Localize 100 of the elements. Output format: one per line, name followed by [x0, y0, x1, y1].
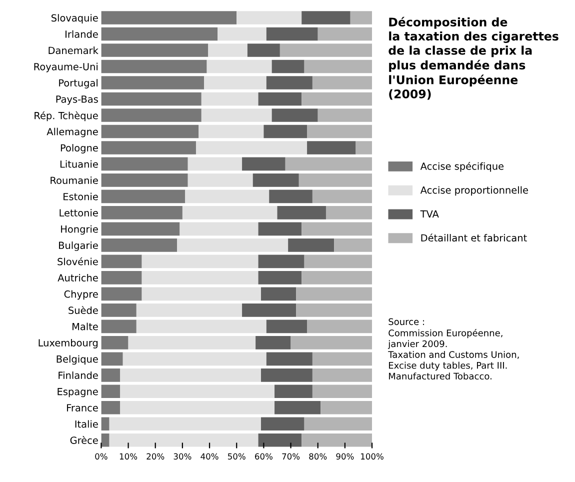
bar [258, 222, 302, 236]
bar [350, 11, 372, 24]
bar [296, 304, 372, 317]
y-tick-label: Italie [75, 420, 98, 428]
y-tick-label: Danemark [48, 46, 98, 54]
y-tick-label: Malte [72, 322, 98, 330]
x-tick-label: 0% [95, 453, 108, 460]
x-tick-label: 20% [146, 453, 164, 460]
y-tick-label: Grèce [70, 436, 98, 444]
bar [266, 76, 312, 90]
bar [101, 157, 188, 171]
bar [312, 368, 372, 382]
x-tick-label: 10% [120, 453, 138, 460]
x-tick-label: 50% [228, 453, 246, 460]
bar [266, 352, 312, 366]
bar [101, 44, 208, 57]
text: Décomposition de la taxation des cigarettes de la classe de prix la plus demandée dans l'Union Européenne (2009) [388, 16, 558, 100]
bar [101, 222, 180, 236]
y-tick-label: Lituanie [60, 160, 98, 168]
bar [120, 384, 275, 398]
bar [312, 352, 372, 366]
bar [101, 287, 142, 301]
bar [304, 254, 372, 268]
bar [101, 400, 120, 414]
y-tick-label: Espagne [58, 388, 98, 398]
y-tick-label: Allemagne [46, 128, 98, 138]
bar [109, 417, 261, 431]
bar [302, 271, 372, 284]
bar [242, 157, 286, 171]
bar [274, 384, 312, 398]
bar [101, 368, 120, 382]
y-tick-label: Belgique [56, 355, 98, 365]
bar [266, 320, 308, 334]
bar [101, 320, 136, 334]
bar [312, 76, 372, 90]
bar [109, 433, 258, 447]
y-tick-label: Chypre [64, 290, 98, 300]
bar [318, 108, 372, 122]
bar [247, 44, 280, 57]
bar [302, 222, 372, 236]
bar [101, 141, 196, 154]
bar [280, 44, 372, 57]
bar [122, 352, 266, 366]
bar [101, 124, 199, 138]
y-tick-label: Rép. Tchèque [34, 111, 98, 122]
y-tick-label: Luxembourg [38, 338, 98, 348]
bar [188, 174, 253, 187]
y-tick-label: Hongrie [61, 225, 98, 235]
bar [185, 190, 270, 204]
bar [101, 384, 120, 398]
x-tick-label: 80% [309, 453, 327, 460]
bar [101, 271, 142, 284]
bar [101, 206, 182, 220]
bar [318, 27, 372, 41]
y-tick-label: Slovaquie [52, 14, 98, 24]
legend-label: TVA [420, 210, 439, 218]
bar [201, 108, 272, 122]
y-tick-label: Portugal [59, 79, 98, 88]
y-tick-label: Roumanie [50, 176, 98, 184]
bar [334, 238, 372, 252]
bar [198, 124, 264, 138]
bar [101, 417, 110, 431]
bar [312, 190, 372, 204]
bar [101, 433, 110, 447]
legend-label: Détaillant et fabricant [421, 234, 527, 242]
bar [208, 44, 248, 57]
bar [326, 206, 372, 220]
bar [142, 287, 261, 301]
bar [260, 417, 304, 431]
bar [101, 238, 178, 252]
bar [101, 92, 202, 106]
bar [298, 174, 372, 187]
bar [204, 76, 266, 90]
bar [304, 60, 372, 74]
bar [302, 92, 372, 106]
bar [182, 206, 278, 220]
bar [101, 190, 186, 204]
bar [101, 108, 202, 122]
y-tick-label: Suède [68, 306, 98, 314]
bar [188, 157, 242, 171]
y-tick-label: Irlande [66, 30, 98, 38]
bar [260, 368, 312, 382]
bar [288, 238, 334, 252]
bar [120, 400, 275, 414]
x-tick-label: 100% [361, 453, 384, 460]
bar [320, 400, 372, 414]
bar [269, 190, 312, 204]
y-tick-label: Bulgarie [59, 242, 98, 251]
bar [136, 320, 266, 334]
bar [302, 11, 350, 24]
y-tick-label: Estonie [64, 192, 98, 200]
y-tick-label: Lettonie [60, 209, 98, 217]
bar [101, 352, 123, 366]
x-tick-label: 70% [282, 453, 300, 460]
bar [136, 304, 242, 317]
y-tick-label: France [67, 404, 98, 412]
y-tick-label: Pays-Bas [56, 96, 98, 105]
bar [242, 304, 296, 317]
bar [266, 27, 318, 41]
bar [201, 92, 258, 106]
